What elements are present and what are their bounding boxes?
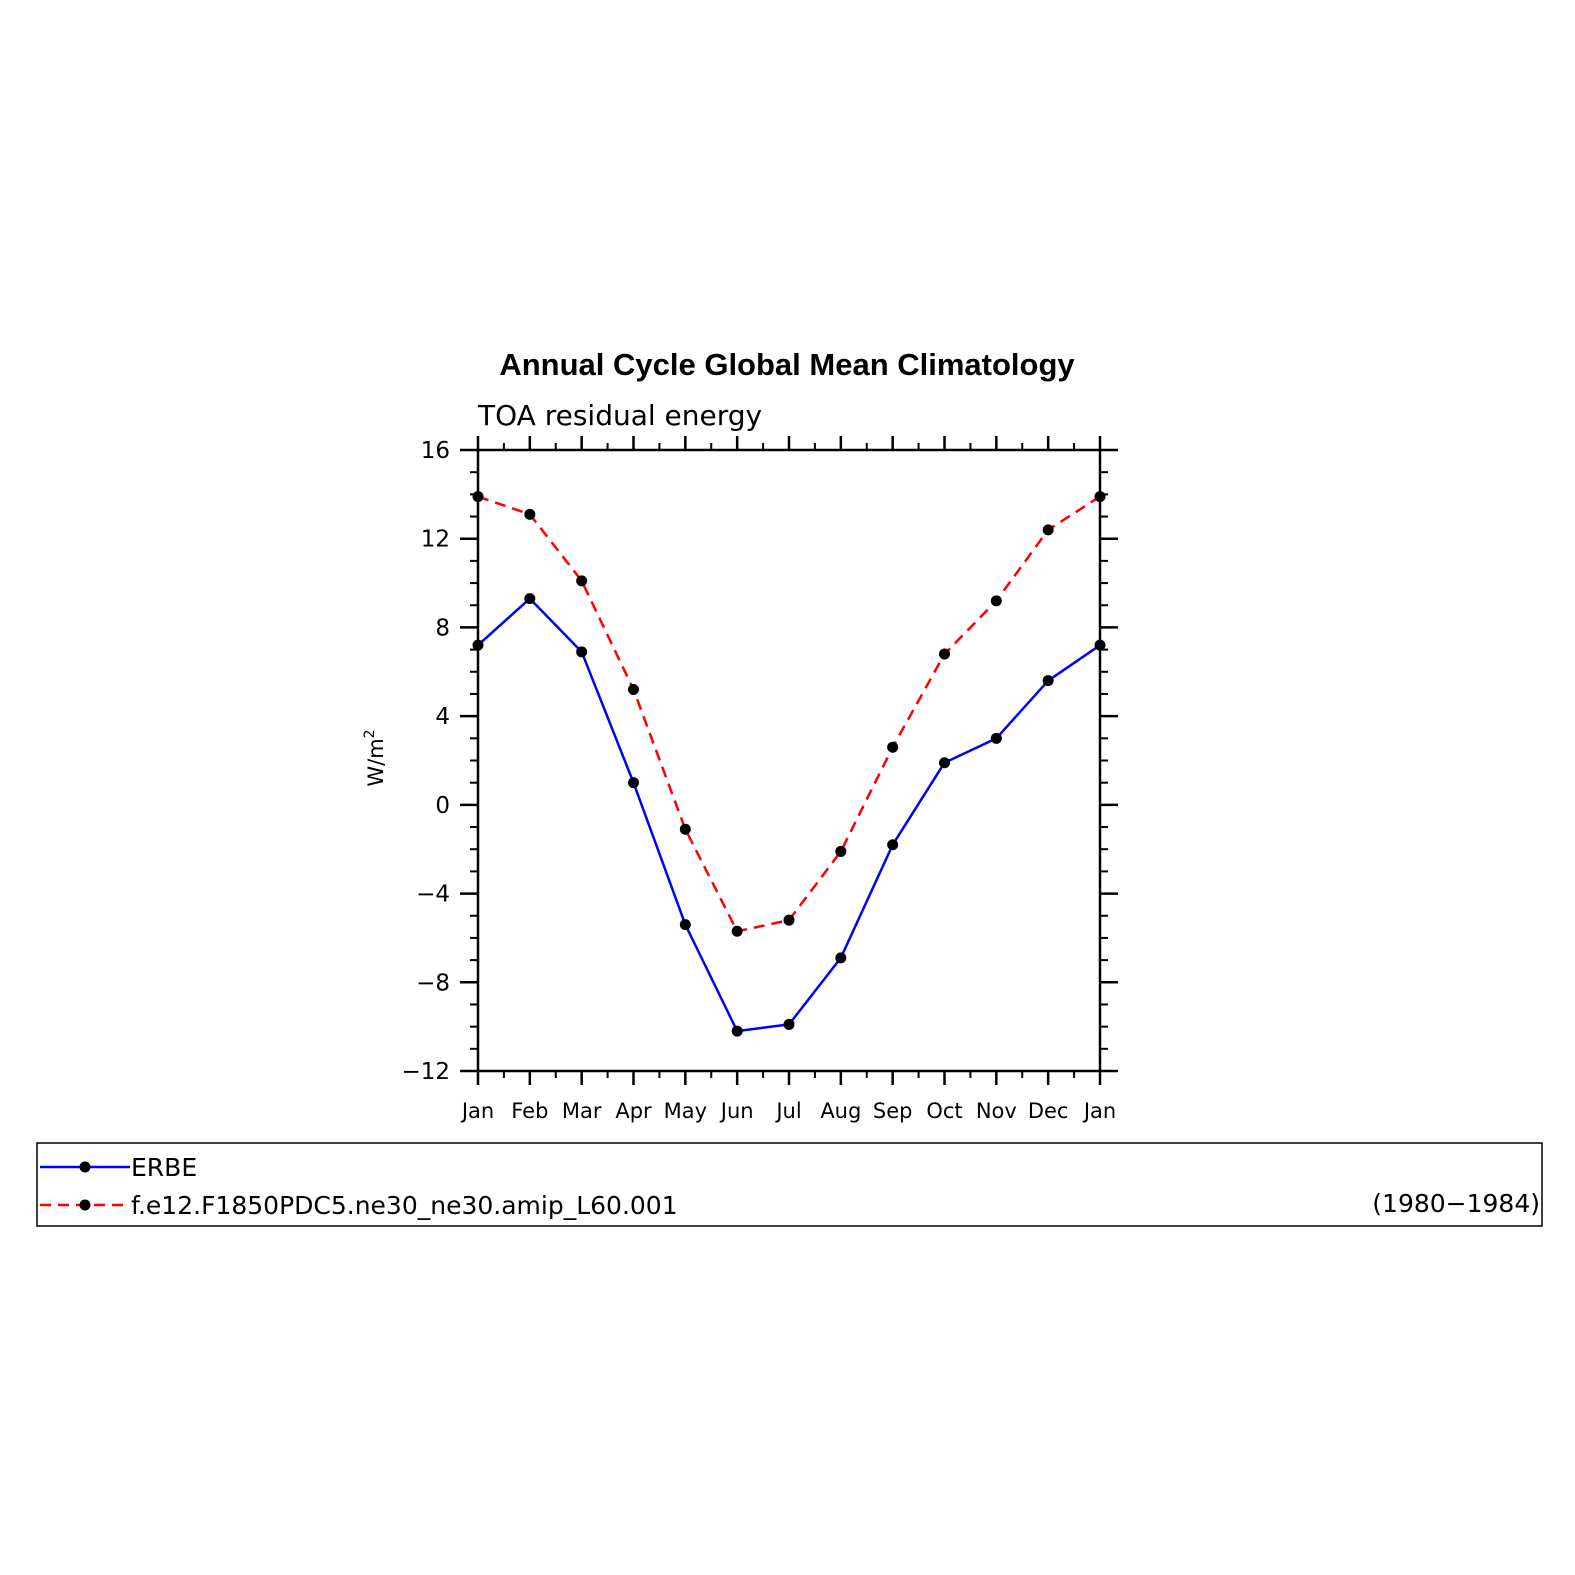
series-2-point bbox=[731, 925, 743, 937]
x-tick-label: Nov bbox=[976, 1099, 1017, 1123]
legend: ERBE f.e12.F1850PDC5.ne30_ne30.amip_L60.0… bbox=[36, 1142, 1543, 1227]
legend-entries: ERBE f.e12.F1850PDC5.ne30_ne30.amip_L60.0… bbox=[40, 1153, 678, 1220]
x-tick-label: Sep bbox=[873, 1099, 913, 1123]
x-tick-label: Dec bbox=[1028, 1099, 1069, 1123]
series-1-point bbox=[679, 919, 691, 931]
y-axis-label: W/m2 bbox=[362, 729, 388, 786]
chart-title: Annual Cycle Global Mean Climatology bbox=[499, 347, 1075, 382]
y-tick-label: −4 bbox=[416, 882, 450, 908]
axis-ticks bbox=[460, 436, 1118, 1085]
series-2-point bbox=[887, 741, 899, 753]
series-2-point bbox=[679, 823, 691, 835]
chart-subtitle: TOA residual energy bbox=[477, 399, 762, 432]
series-line-1 bbox=[477, 597, 1101, 1033]
x-tick-label: May bbox=[664, 1099, 707, 1123]
y-tick-labels: 16 12 8 4 0 −4 −8 −12 bbox=[401, 438, 450, 1085]
series-2-point bbox=[524, 508, 536, 520]
y-axis-label-superscript: 2 bbox=[362, 729, 378, 738]
x-tick-label: Feb bbox=[511, 1099, 548, 1123]
x-tick-labels: Jan Feb Mar Apr May Jun Jul Aug Sep Oct Nov Dec Jan bbox=[460, 1099, 1116, 1123]
series-1-point bbox=[524, 593, 536, 605]
x-tick-label: Oct bbox=[926, 1099, 962, 1123]
series-2-point bbox=[783, 914, 795, 926]
legend-label-1: ERBE bbox=[131, 1153, 197, 1182]
series-2-point bbox=[939, 648, 950, 660]
x-tick-label: Jan bbox=[460, 1099, 494, 1123]
series-1-point bbox=[731, 1025, 743, 1037]
series-1-point bbox=[990, 732, 1002, 744]
series-1-point bbox=[783, 1018, 795, 1030]
x-tick-label: Jan bbox=[1082, 1099, 1116, 1123]
svg-text:W/m2: W/m2 bbox=[362, 729, 388, 786]
series-2-point bbox=[628, 684, 639, 696]
y-axis-label-text: W/m bbox=[364, 738, 388, 786]
x-tick-label: Jun bbox=[719, 1099, 754, 1123]
y-tick-label: −8 bbox=[416, 970, 450, 996]
series-2-point bbox=[835, 845, 847, 857]
series-line-2 bbox=[477, 495, 1101, 933]
series-1-point bbox=[1042, 675, 1054, 687]
series-1-point bbox=[939, 757, 950, 769]
series-2-point bbox=[576, 575, 588, 587]
legend-label-2: f.e12.F1850PDC5.ne30_ne30.amip_L60.001 bbox=[131, 1191, 678, 1220]
y-tick-label: 16 bbox=[421, 438, 450, 464]
series-1-point bbox=[628, 777, 639, 789]
x-tick-label: Mar bbox=[562, 1099, 602, 1123]
y-tick-label: 12 bbox=[421, 527, 450, 553]
legend-marker-2 bbox=[79, 1199, 91, 1211]
series-1-point bbox=[835, 952, 847, 964]
x-tick-label: Aug bbox=[820, 1099, 861, 1123]
x-tick-label: Jul bbox=[774, 1099, 801, 1123]
legend-marker-1 bbox=[79, 1161, 91, 1173]
series-2-point bbox=[990, 595, 1002, 607]
y-tick-label: −12 bbox=[401, 1059, 450, 1085]
y-tick-label: 8 bbox=[435, 615, 450, 641]
series-1-point bbox=[887, 839, 899, 851]
y-tick-label: 0 bbox=[435, 793, 450, 819]
y-tick-label: 4 bbox=[435, 704, 450, 730]
plot-frame bbox=[476, 448, 1102, 1073]
x-tick-label: Apr bbox=[615, 1099, 652, 1123]
series-2-point bbox=[1042, 524, 1054, 536]
series-1-point bbox=[576, 646, 588, 658]
series-layer bbox=[472, 491, 1106, 1037]
legend-period: (1980−1984) bbox=[1372, 1189, 1540, 1218]
legend-frame bbox=[36, 1142, 1543, 1227]
